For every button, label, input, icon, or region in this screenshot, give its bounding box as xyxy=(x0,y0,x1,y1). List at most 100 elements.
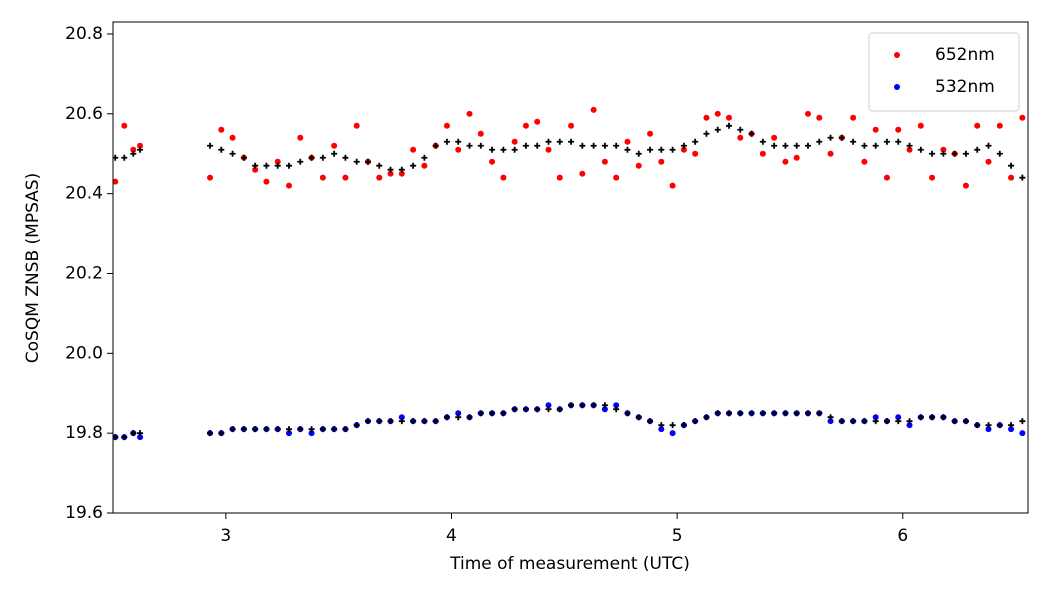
point xyxy=(489,146,496,153)
point xyxy=(692,418,699,425)
point xyxy=(737,410,744,417)
point xyxy=(511,406,518,413)
point xyxy=(308,154,315,161)
y-tick-label: 19.6 xyxy=(65,503,103,523)
point xyxy=(737,126,744,133)
point xyxy=(647,418,654,425)
point xyxy=(443,122,450,129)
point xyxy=(658,158,665,165)
point xyxy=(240,154,247,161)
point xyxy=(568,402,575,409)
point xyxy=(861,158,868,165)
point xyxy=(511,146,518,153)
point xyxy=(940,414,947,421)
legend-marker xyxy=(894,52,900,58)
point xyxy=(229,426,236,433)
point xyxy=(883,418,890,425)
point xyxy=(252,426,259,433)
point xyxy=(929,414,936,421)
point xyxy=(398,170,405,177)
point xyxy=(906,422,913,429)
point xyxy=(771,410,778,417)
x-tick-label: 6 xyxy=(897,526,908,546)
point xyxy=(342,426,349,433)
point xyxy=(782,158,789,165)
point xyxy=(929,174,936,181)
point xyxy=(838,418,845,425)
point xyxy=(466,414,473,421)
point xyxy=(319,174,326,181)
point xyxy=(522,122,529,129)
point xyxy=(996,150,1003,157)
x-tick-label: 3 xyxy=(220,526,231,546)
point xyxy=(680,422,687,429)
point xyxy=(207,174,214,181)
point xyxy=(985,158,992,165)
point xyxy=(804,142,811,149)
point xyxy=(962,182,969,189)
point xyxy=(556,406,563,413)
point xyxy=(218,430,225,437)
point xyxy=(917,146,924,153)
point xyxy=(432,418,439,425)
point xyxy=(613,406,620,413)
point xyxy=(985,422,992,429)
point xyxy=(771,134,778,141)
plot-frame xyxy=(112,21,1029,514)
point xyxy=(432,142,439,149)
point xyxy=(872,418,879,425)
point xyxy=(872,142,879,149)
point xyxy=(421,418,428,425)
point xyxy=(996,122,1003,129)
point xyxy=(500,146,507,153)
point xyxy=(590,402,597,409)
point xyxy=(658,422,665,429)
point xyxy=(985,142,992,149)
point xyxy=(714,410,721,417)
point xyxy=(748,130,755,137)
point xyxy=(297,134,304,141)
point xyxy=(759,410,766,417)
point xyxy=(489,410,496,417)
point xyxy=(793,410,800,417)
point xyxy=(466,142,473,149)
point xyxy=(962,150,969,157)
point xyxy=(827,150,834,157)
point xyxy=(658,146,665,153)
point xyxy=(1008,426,1015,433)
point xyxy=(579,402,586,409)
point xyxy=(207,142,214,149)
legend-label: 532nm xyxy=(935,77,995,97)
point xyxy=(827,418,834,425)
point xyxy=(635,150,642,157)
point xyxy=(737,134,744,141)
point xyxy=(669,182,676,189)
point xyxy=(130,146,137,153)
point xyxy=(883,138,890,145)
point xyxy=(974,122,981,129)
point xyxy=(861,142,868,149)
y-tick-label: 20.2 xyxy=(65,263,103,283)
point xyxy=(658,426,665,433)
point xyxy=(906,418,913,425)
point xyxy=(940,150,947,157)
point xyxy=(376,174,383,181)
point xyxy=(624,146,631,153)
point xyxy=(410,146,417,153)
point xyxy=(443,414,450,421)
point xyxy=(218,126,225,133)
point xyxy=(240,426,247,433)
point xyxy=(556,138,563,145)
point xyxy=(635,414,642,421)
point xyxy=(613,402,620,409)
point xyxy=(568,122,575,129)
point xyxy=(252,166,259,173)
point xyxy=(534,406,541,413)
point xyxy=(556,174,563,181)
plot-area xyxy=(113,106,1026,441)
y-tick-label: 20.4 xyxy=(65,184,103,204)
point xyxy=(974,422,981,429)
point xyxy=(680,146,687,153)
point xyxy=(387,170,394,177)
point xyxy=(130,430,137,437)
